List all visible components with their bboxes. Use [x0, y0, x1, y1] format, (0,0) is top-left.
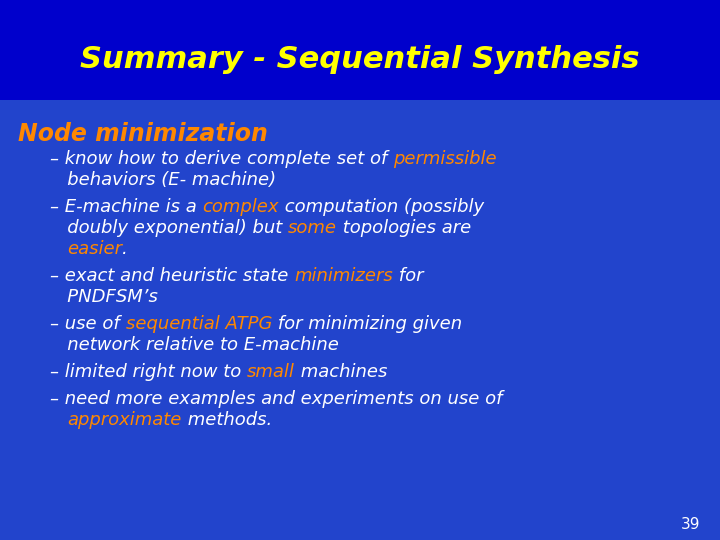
Text: Node minimization: Node minimization	[18, 122, 268, 146]
Text: some: some	[288, 219, 337, 237]
Bar	[0, 0, 720, 100]
Text: – need more examples and experiments on use of: – need more examples and experiments on …	[50, 390, 503, 408]
Text: complex: complex	[202, 198, 279, 216]
Text: small: small	[247, 363, 295, 381]
Bar	[0, 100, 720, 540]
Text: permissible: permissible	[393, 150, 497, 168]
Text: easier: easier	[67, 240, 122, 258]
Text: for: for	[393, 267, 423, 285]
Text: minimizers: minimizers	[294, 267, 393, 285]
Text: Summary - Sequential Synthesis: Summary - Sequential Synthesis	[80, 45, 640, 75]
Text: computation (possibly: computation (possibly	[279, 198, 484, 216]
Text: PNDFSM’s: PNDFSM’s	[50, 288, 158, 306]
Text: doubly exponential) but: doubly exponential) but	[50, 219, 288, 237]
Text: .: .	[122, 240, 128, 258]
Text: behaviors (E- machine): behaviors (E- machine)	[50, 171, 276, 189]
Text: topologies are: topologies are	[337, 219, 472, 237]
Text: sequential ATPG: sequential ATPG	[125, 315, 272, 333]
Text: 39: 39	[680, 517, 700, 532]
Text: methods.: methods.	[181, 411, 272, 429]
Text: – limited right now to: – limited right now to	[50, 363, 247, 381]
Text: for minimizing given: for minimizing given	[272, 315, 462, 333]
Text: machines: machines	[295, 363, 387, 381]
Text: – exact and heuristic state: – exact and heuristic state	[50, 267, 294, 285]
Text: – know how to derive complete set of: – know how to derive complete set of	[50, 150, 393, 168]
Text: – use of: – use of	[50, 315, 125, 333]
Text: approximate: approximate	[67, 411, 181, 429]
Text: network relative to E-machine: network relative to E-machine	[50, 336, 339, 354]
Text: – E-machine is a: – E-machine is a	[50, 198, 202, 216]
